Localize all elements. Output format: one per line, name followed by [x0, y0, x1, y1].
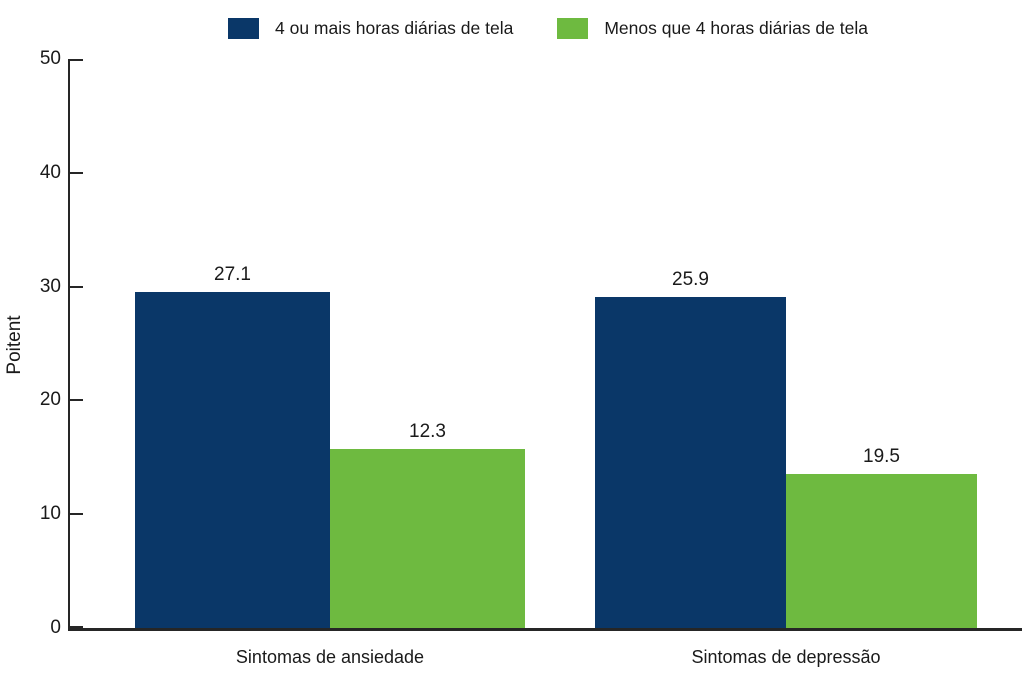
- legend-swatch-navy: [228, 18, 259, 39]
- legend-swatch-green: [557, 18, 589, 39]
- x-category-label: Sintomas de ansiedade: [235, 647, 425, 667]
- legend-label: 4 ou mais horas diárias de tela: [275, 18, 514, 38]
- y-tick-label: 20: [39, 389, 61, 411]
- y-tick-label: 0: [50, 617, 61, 638]
- x-category-label: Sintomas de depressão: [691, 647, 881, 667]
- bar-value-label: 19.5: [863, 446, 900, 468]
- plot-area: 27.1 12.3 25.9 19.5: [68, 59, 1022, 631]
- legend-label: Menos que 4 horas diárias de tela: [604, 18, 868, 38]
- y-tick-label: 50: [39, 48, 61, 69]
- bar-value-label: 12.3: [409, 421, 446, 443]
- y-tick-label: 30: [39, 275, 61, 297]
- y-tick-mark: [70, 285, 83, 288]
- bar: [595, 296, 786, 628]
- bar: [330, 449, 525, 628]
- legend: 4 ou mais horas diárias de tela Menos qu…: [228, 18, 868, 39]
- bar-value-label: 27.1: [214, 264, 251, 286]
- y-tick-label: 10: [39, 503, 61, 525]
- bar: [786, 474, 977, 628]
- y-tick-label: 40: [39, 161, 61, 183]
- y-tick-mark: [70, 626, 83, 628]
- legend-item: Menos que 4 horas diárias de tela: [557, 18, 868, 39]
- y-tick-mark: [70, 399, 83, 402]
- y-tick-labels: 0 10 20 30 40 50: [0, 48, 61, 638]
- x-category-labels: Sintomas de ansiedade Sintomas de depress…: [0, 646, 1024, 672]
- bar-value-label: 25.9: [672, 268, 709, 290]
- bar: [135, 292, 330, 628]
- y-tick-mark: [70, 59, 83, 61]
- y-tick-mark: [70, 171, 83, 174]
- y-tick-mark: [70, 513, 83, 516]
- legend-item: 4 ou mais horas diárias de tela: [228, 18, 513, 39]
